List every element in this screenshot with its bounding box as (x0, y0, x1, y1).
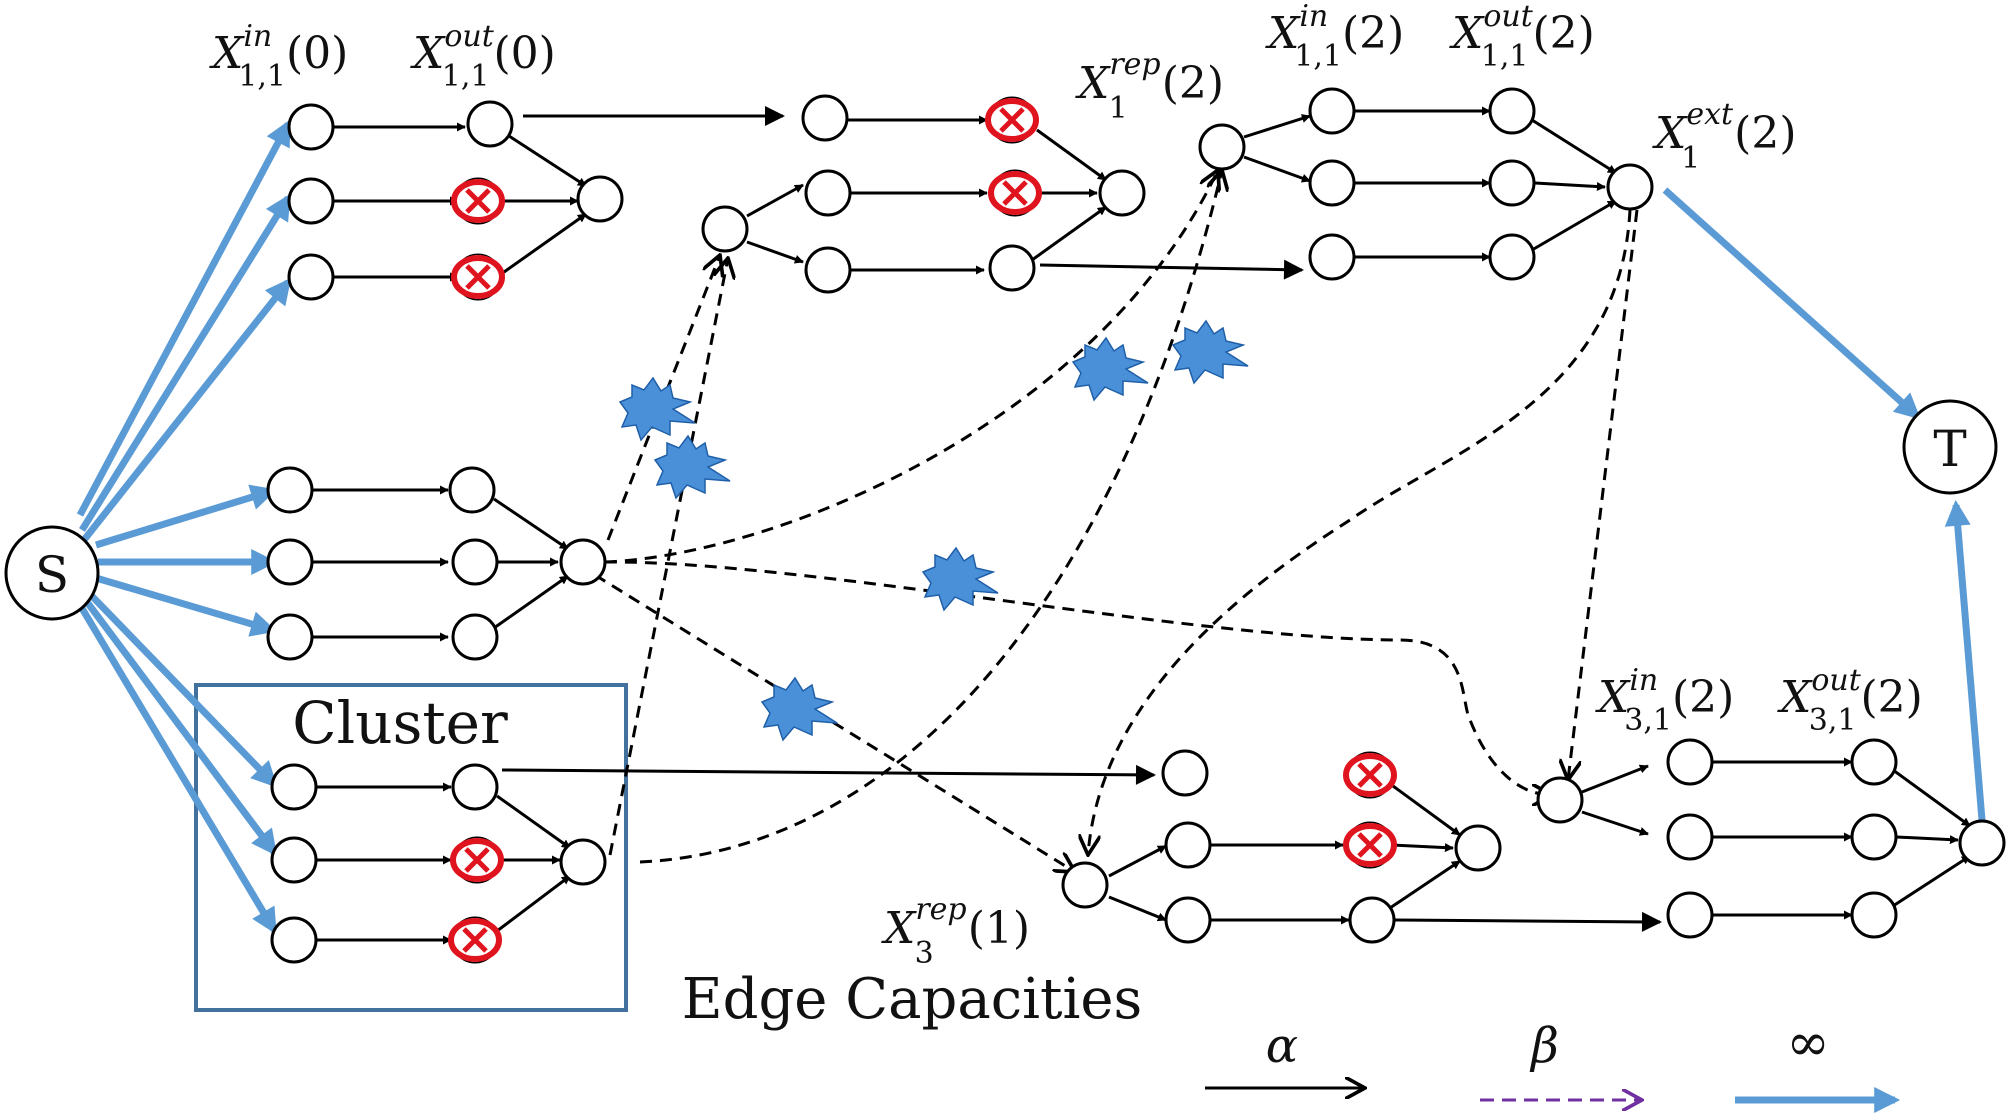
graph-node (1850, 813, 1898, 861)
label-x11in0: Xin 1,1(0) (209, 19, 348, 94)
alpha-edges (310, 106, 1971, 945)
link-failures (618, 319, 1249, 742)
link-failure-icon (618, 376, 696, 442)
link-failure-icon (1171, 319, 1249, 385)
failed-node-icon (988, 171, 1042, 215)
legend-alpha-label: α (1266, 1018, 1298, 1074)
graph-node (1454, 824, 1502, 872)
graph-node (559, 838, 607, 886)
beta-edges (594, 170, 1639, 872)
graph-node (466, 100, 514, 148)
graph-node (451, 538, 499, 586)
graph-node (1161, 749, 1209, 797)
failed-node-icon (451, 179, 505, 223)
graph-node (451, 763, 499, 811)
graph-node (1488, 87, 1536, 135)
failed-node-icon (450, 838, 504, 882)
label-x1rep2: Xrep 1 (2) (1075, 47, 1224, 126)
graph-node (804, 169, 852, 217)
graph-node (270, 916, 318, 964)
graph-node (1666, 813, 1714, 861)
graph-node (1488, 159, 1536, 207)
graph-node (1488, 233, 1536, 281)
graph-node (1606, 163, 1654, 211)
graph-nodes (266, 87, 2006, 964)
graph-node (287, 253, 335, 301)
graph-node (576, 175, 624, 223)
graph-node (559, 538, 607, 586)
graph-node (266, 538, 314, 586)
failed-node-icon (1343, 823, 1397, 867)
graph-node (287, 103, 335, 151)
link-failure-icon (653, 434, 731, 500)
graph-node (448, 466, 496, 514)
legend: Edge Capacities α β ∞ (682, 967, 1901, 1113)
graph-node (1348, 896, 1396, 944)
graph-node (1308, 87, 1356, 135)
graph-node (988, 244, 1036, 292)
link-failure-icon (760, 676, 838, 742)
graph-node (804, 246, 852, 294)
node-labels: Xin 1,1(0) Xout 1,1(0) Xrep 1 (2) Xin 1,1(2) … (209, 0, 1923, 971)
sink-node (1902, 399, 1998, 495)
graph-node (1958, 819, 2006, 867)
label-x1ext2: Xext 1 (2) (1652, 97, 1796, 176)
graph-node (266, 613, 314, 661)
sink-edges (1662, 187, 1986, 821)
label-x31out2: Xout 3,1(2) (1777, 663, 1923, 738)
legend-infinity-label: ∞ (1786, 1013, 1829, 1073)
graph-node (1061, 861, 1109, 909)
graph-node (1198, 123, 1246, 171)
graph-node (1850, 891, 1898, 939)
node-failures (448, 98, 1397, 962)
source-label: S (35, 546, 69, 604)
failed-node-icon (451, 255, 505, 299)
label-x11in2: Xin 1,1(2) (1265, 0, 1404, 74)
failed-node-icon (1343, 753, 1397, 797)
graph-node (266, 466, 314, 514)
label-x31in2: Xin 3,1(2) (1595, 663, 1734, 738)
cluster-label: Cluster (292, 689, 508, 757)
graph-node (1098, 169, 1146, 217)
graph-node (801, 94, 849, 142)
graph-node (1308, 233, 1356, 281)
graph-node (451, 613, 499, 661)
graph-node (1164, 821, 1212, 869)
failed-node-icon (985, 98, 1039, 142)
legend-beta-label: β (1529, 1018, 1559, 1074)
source-node (4, 525, 100, 621)
sink-label: T (1933, 420, 1966, 478)
graph-node (1164, 896, 1212, 944)
graph-node (1850, 738, 1898, 786)
failed-node-icon (448, 918, 502, 962)
cluster-box (194, 683, 628, 1012)
graph-node (1666, 738, 1714, 786)
graph-node (1666, 891, 1714, 939)
legend-title: Edge Capacities (682, 967, 1143, 1032)
link-failure-icon (1071, 336, 1149, 402)
label-x11out2: Xout 1,1(2) (1449, 0, 1595, 74)
link-failure-icon (921, 546, 999, 612)
graph-node (270, 836, 318, 884)
graph-node (287, 177, 335, 225)
graph-node (701, 205, 749, 253)
source-edges (76, 119, 292, 935)
graph-node (1536, 776, 1584, 824)
graph-node (1308, 159, 1356, 207)
label-x11out0: Xout 1,1(0) (410, 19, 556, 94)
label-x3rep1: Xrep 3 (1) (881, 892, 1030, 971)
graph-node (270, 763, 318, 811)
